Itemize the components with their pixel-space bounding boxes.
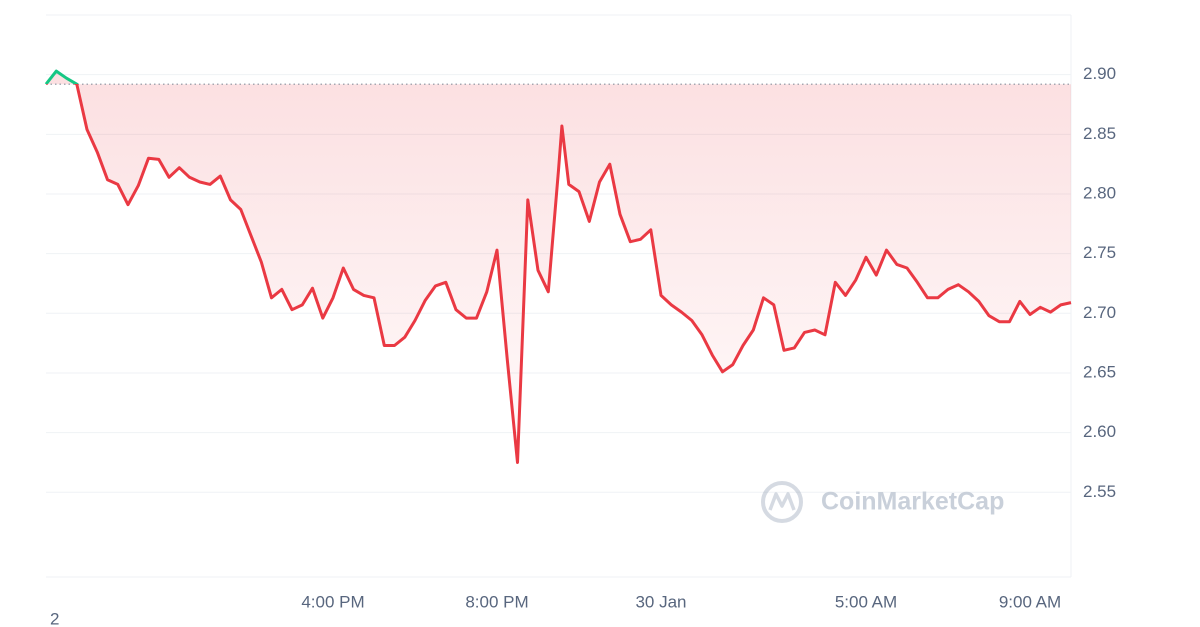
area-fill <box>46 71 1071 463</box>
price-line <box>44 69 1072 464</box>
watermark: CoinMarketCap <box>821 488 1004 516</box>
x-tick-label: 4:00 PM <box>301 592 364 611</box>
y-tick-label: 2.75 <box>1083 243 1116 262</box>
y-tick-label: 2.55 <box>1083 482 1116 501</box>
x-tick-label: 8:00 PM <box>465 592 528 611</box>
watermark-logo <box>761 481 803 523</box>
x-tick-label: 5:00 AM <box>835 592 897 611</box>
y-tick-label: 2.65 <box>1083 362 1116 381</box>
x-tick-label: 9:00 AM <box>999 592 1061 611</box>
footer-text: 2 <box>50 609 59 627</box>
y-tick-label: 2.90 <box>1083 64 1116 83</box>
y-tick-label: 2.85 <box>1083 124 1116 143</box>
x-tick-label: 30 Jan <box>635 592 686 611</box>
y-tick-label: 2.80 <box>1083 183 1116 202</box>
y-tick-label: 2.70 <box>1083 303 1116 322</box>
y-tick-label: 2.60 <box>1083 422 1116 441</box>
